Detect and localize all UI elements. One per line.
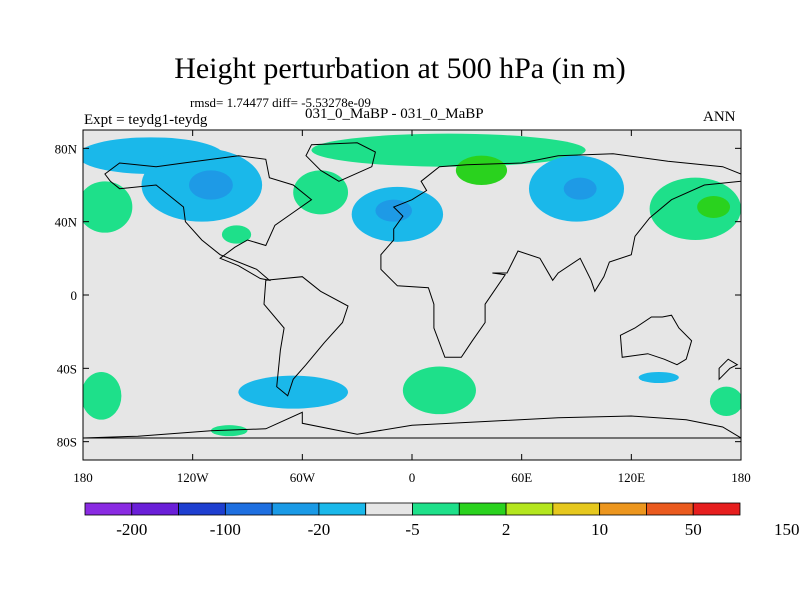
colorbar-box [178,502,226,516]
colorbar-box [552,502,601,516]
colorbar-label: -20 [308,520,331,539]
south-america-outline [263,276,349,397]
colorbar-box [224,502,273,516]
anomaly-south-atlantic-positive [402,366,476,415]
colorbar-label: -200 [116,520,147,539]
greenland-outline [305,142,376,182]
colorbar-label: -5 [405,520,419,539]
longitude-axis: 180 120W 60W 0 60E 120E 180 [73,130,751,485]
colorbar-box [646,502,694,516]
colorbar-box [365,502,413,516]
anomaly-asia-core [563,177,597,200]
anomaly-arctic-positive [311,133,586,167]
anomaly-north-america-core [189,170,233,200]
x-tick-label: 0 [409,470,416,485]
x-tick-label: 60E [511,470,532,485]
anomaly-southern-ocean-positive [709,386,741,416]
colorbar: -200 -100 -20 -5 2 10 50 150 [84,502,800,539]
colorbar-box [692,502,741,516]
colorbar-box [599,502,647,516]
new-zealand-outline [718,358,739,381]
antarctica-outline [83,411,741,439]
colorbar-box [131,502,179,516]
anomaly-south-america-negative [238,375,349,409]
latitude-axis: 80N 40N 0 40S 80S [55,141,741,450]
anomaly-indian-ocean-negative [638,372,679,383]
statistics-text: rmsd= 1.74477 diff= -5.53278e-09 [190,95,371,110]
anomaly-layer [83,133,741,437]
colorbar-label: -100 [210,520,241,539]
case-pair-label: 031_0_MaBP - 031_0_MaBP [305,106,484,122]
colorbar-label: 2 [502,520,511,539]
anomaly-north-atlantic-positive [293,170,349,215]
y-tick-label: 0 [71,288,78,303]
y-tick-label: 80N [55,141,78,156]
anomaly-north-pacific-positive [83,181,133,233]
anomaly-us-positive [221,225,252,244]
anomaly-europe-core [375,199,412,222]
north-america-outline [104,155,313,282]
x-tick-label: 60W [290,470,316,485]
anomaly-south-pacific-positive [83,372,122,420]
colorbar-box [458,502,507,516]
experiment-label: Expt = teydg1-teydg [84,112,208,128]
coastline-layer [83,142,741,439]
season-label: ANN [703,109,736,125]
x-tick-label: 120W [177,470,210,485]
anomaly-siberia-positive [455,155,508,185]
x-tick-label: 180 [731,470,751,485]
colorbar-box [318,502,367,516]
australia-outline [619,314,693,366]
y-tick-label: 80S [57,435,77,450]
colorbar-box [84,502,133,516]
y-tick-label: 40S [57,361,77,376]
anomaly-antarctic-positive [210,425,248,437]
x-tick-label: 180 [73,470,93,485]
anomaly-east-asia-core [697,196,731,218]
map-title: Height perturbation at 500 hPa (in m) [174,52,626,85]
colorbar-box [505,502,554,516]
y-tick-label: 40N [55,215,78,230]
colorbar-label: 10 [591,520,608,539]
colorbar-box [271,502,320,516]
colorbar-box [412,502,460,516]
anomaly-east-asia-positive [649,177,741,240]
colorbar-label: 150 [774,520,800,539]
eurasia-africa-outline [380,153,741,358]
x-tick-label: 120E [618,470,646,485]
colorbar-label: 50 [685,520,702,539]
